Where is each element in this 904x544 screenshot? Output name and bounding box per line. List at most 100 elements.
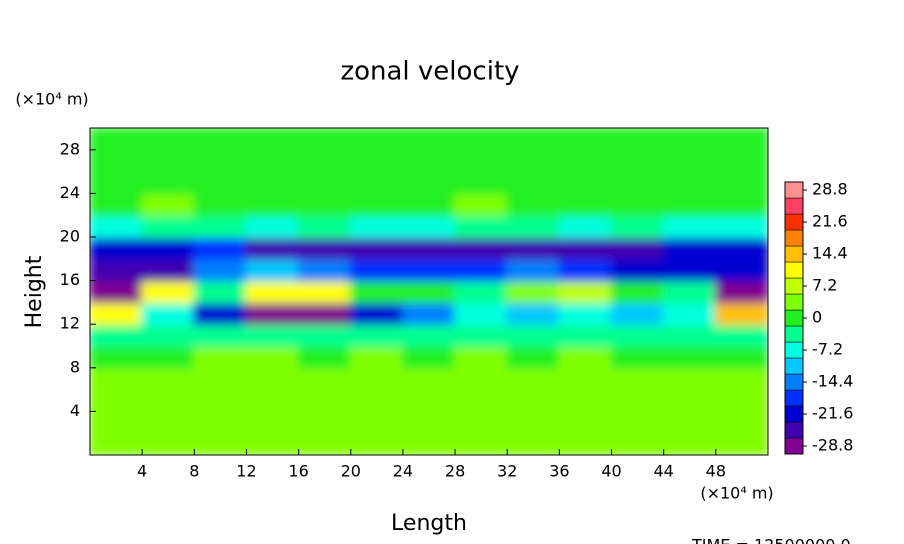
heat-cell	[193, 170, 248, 195]
heat-cell	[558, 214, 613, 238]
heat-cell	[193, 257, 248, 282]
heat-cell	[714, 148, 768, 173]
heat-cell	[714, 170, 768, 195]
x-tick-label: 28	[445, 462, 465, 481]
heat-cell	[90, 410, 144, 435]
y-unit: (×10⁴ m)	[15, 90, 88, 109]
heat-cell	[297, 279, 352, 304]
heat-cell	[610, 170, 665, 195]
heat-cell	[506, 388, 561, 413]
plot-frame	[89, 127, 769, 456]
heat-cell	[610, 323, 665, 347]
heat-cell	[662, 301, 717, 326]
heat-cell	[90, 236, 144, 260]
heat-cell	[662, 148, 717, 173]
heat-cell	[401, 192, 457, 217]
heat-cell	[141, 148, 196, 173]
heat-cell	[141, 257, 196, 282]
heat-cell	[454, 366, 509, 391]
heat-cell	[193, 388, 248, 413]
heat-cell	[662, 279, 717, 304]
heat-cell	[454, 257, 509, 282]
heat-cell	[90, 301, 144, 326]
heat-cell	[349, 388, 404, 413]
heat-cell	[349, 279, 404, 304]
x-tick-label: 44	[654, 462, 674, 481]
heat-cell	[454, 432, 509, 455]
heat-cell	[141, 279, 196, 304]
heat-cell	[558, 279, 613, 304]
heat-cell	[506, 148, 561, 173]
colorbar-band	[784, 389, 804, 407]
heat-cell	[193, 432, 248, 455]
colorbar-band	[784, 261, 804, 279]
heat-cell	[506, 301, 561, 326]
heat-cell	[610, 214, 665, 238]
heat-cell	[506, 192, 561, 217]
heat-cell	[297, 192, 352, 217]
heat-cell	[610, 388, 665, 413]
x-tick-label: 8	[189, 462, 199, 481]
colorbar-tick-label: 21.6	[812, 212, 848, 231]
heat-cell	[245, 170, 300, 195]
colorbar-tick-label: 0	[812, 308, 822, 327]
heat-cell	[401, 214, 457, 238]
heat-cell	[401, 170, 457, 195]
heat-cell	[349, 345, 404, 369]
heat-cell	[662, 410, 717, 435]
colorbar-band	[784, 245, 804, 263]
heat-cell	[506, 410, 561, 435]
heat-cell	[714, 257, 768, 282]
heat-cell	[401, 432, 457, 455]
heat-cell	[297, 345, 352, 369]
colorbar-band	[784, 277, 804, 295]
heat-cell	[610, 148, 665, 173]
y-tick-label: 28	[60, 139, 80, 158]
heat-cell	[141, 366, 196, 391]
x-tick-label: 16	[288, 462, 308, 481]
heat-cell	[349, 170, 404, 195]
x-axis-label: Length	[391, 511, 467, 536]
heat-cell	[506, 366, 561, 391]
heat-cell	[506, 128, 561, 151]
colorbar-tick-label: 28.8	[812, 180, 848, 199]
colorbar-band	[784, 181, 804, 199]
colorbar-band	[784, 293, 804, 311]
heat-cell	[141, 301, 196, 326]
heat-cell	[193, 323, 248, 347]
heat-cell	[401, 410, 457, 435]
heat-cell	[610, 279, 665, 304]
heat-cell	[401, 388, 457, 413]
heat-cell	[349, 432, 404, 455]
heat-cell	[662, 257, 717, 282]
colorbar-tick-label: 14.4	[812, 244, 848, 263]
heat-cell	[401, 366, 457, 391]
heat-cell	[90, 345, 144, 369]
heat-cell	[454, 301, 509, 326]
heat-cell	[193, 148, 248, 173]
heat-cell	[297, 148, 352, 173]
heat-cell	[610, 257, 665, 282]
heat-cell	[454, 128, 509, 151]
colorbar-band	[784, 341, 804, 359]
heat-cell	[558, 345, 613, 369]
heat-cell	[662, 345, 717, 369]
heat-cell	[349, 410, 404, 435]
heat-cell	[714, 432, 768, 455]
x-tick-label: 32	[497, 462, 517, 481]
heat-cell	[245, 345, 300, 369]
heat-cell	[662, 366, 717, 391]
heat-cell	[662, 323, 717, 347]
heat-cell	[714, 323, 768, 347]
colorbar-tick-label: -7.2	[812, 340, 843, 359]
heat-cell	[454, 236, 509, 260]
heat-cell	[193, 345, 248, 369]
heat-cell	[245, 366, 300, 391]
heat-cell	[90, 214, 144, 238]
heat-cell	[401, 128, 457, 151]
colorbar-band	[784, 229, 804, 247]
heat-cell	[506, 323, 561, 347]
colorbar-band	[784, 197, 804, 215]
heat-cell	[245, 214, 300, 238]
time-annotation: TIME = 12500000.0	[691, 536, 851, 544]
